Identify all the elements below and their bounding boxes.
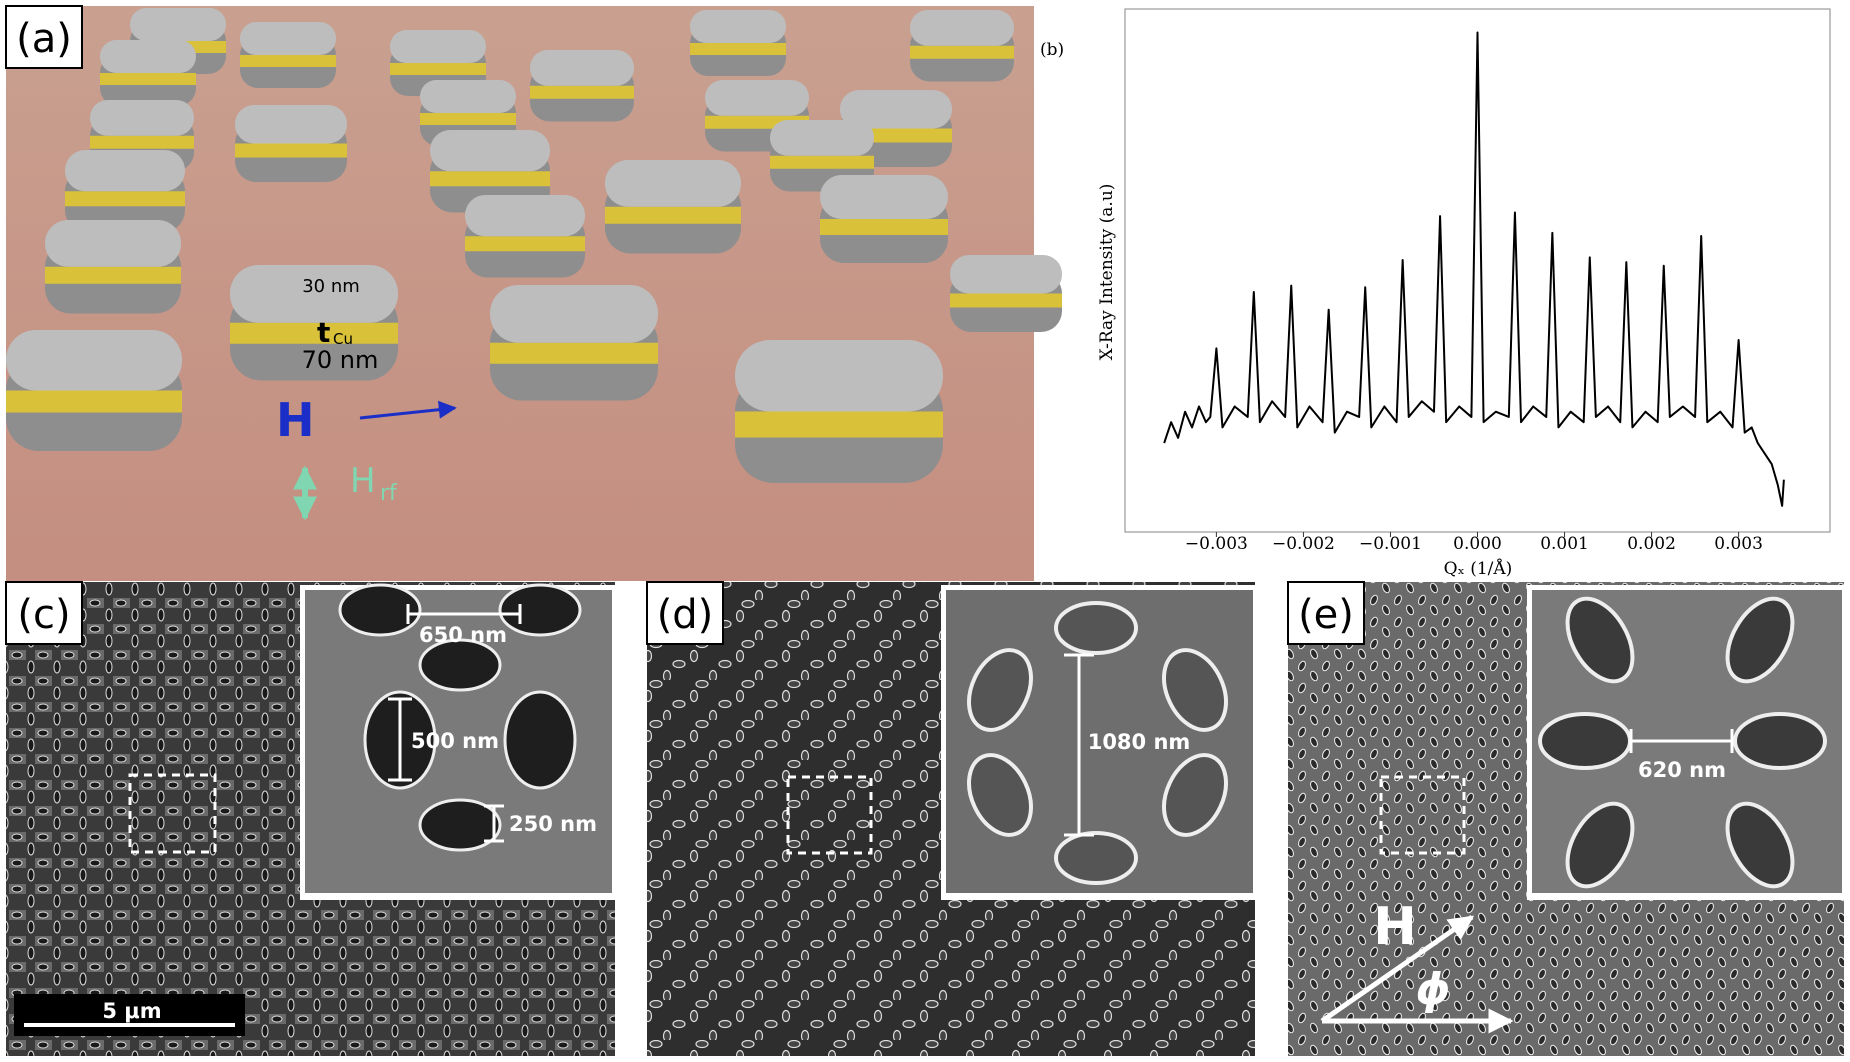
panel-a: (a) 30 nm t Cu 70 nm H H rf [5,5,1062,581]
angle-label: ϕ [1415,964,1450,1015]
annotation: 620 nm [1638,758,1726,782]
x-tick-label: 0.001 [1540,534,1589,554]
x-axis-label: Qₓ (1/Å) [1444,558,1513,579]
x-tick-label: 0.000 [1453,534,1502,554]
x-tick-label: 0.002 [1627,534,1676,554]
panel-b: (b) Qₓ (1/Å) X-Ray Intensity (a.u) −0.00… [1040,8,1831,579]
annotation: 70 nm [302,346,379,374]
panel-d: 1080 nm (d) [646,581,1255,1056]
scale-bar-label: 5 μm [102,999,161,1023]
panel-label: (b) [1040,40,1064,60]
panel-label: (e) [1298,592,1354,638]
panel-c: 650 nm 500 nm 250 nm 5 μm (c) [5,581,615,1056]
field-label: H [1373,897,1417,957]
line [1163,31,1785,507]
annotation: 250 nm [509,812,597,836]
annotation: 650 nm [419,623,507,647]
panel-label: (c) [17,592,70,638]
y-axis-label: X-Ray Intensity (a.u) [1097,184,1117,361]
rf-label: H [350,461,376,501]
x-tick-label: 0.003 [1714,534,1763,554]
x-tick-label: −0.001 [1359,534,1422,554]
annotation: Cu [333,330,353,348]
panel-label: (a) [16,16,72,62]
panel-label: (d) [657,592,714,638]
panel-e: 620 nm H ϕ (e) [1287,581,1844,1056]
annotation: 30 nm [302,276,360,297]
annotation: 1080 nm [1088,730,1191,754]
field-label: H [276,393,315,447]
x-tick-label: −0.002 [1272,534,1335,554]
x-tick-label: −0.003 [1185,534,1248,554]
rf-label: rf [380,481,398,506]
annotation: t [317,316,330,349]
annotation: 500 nm [411,729,499,753]
